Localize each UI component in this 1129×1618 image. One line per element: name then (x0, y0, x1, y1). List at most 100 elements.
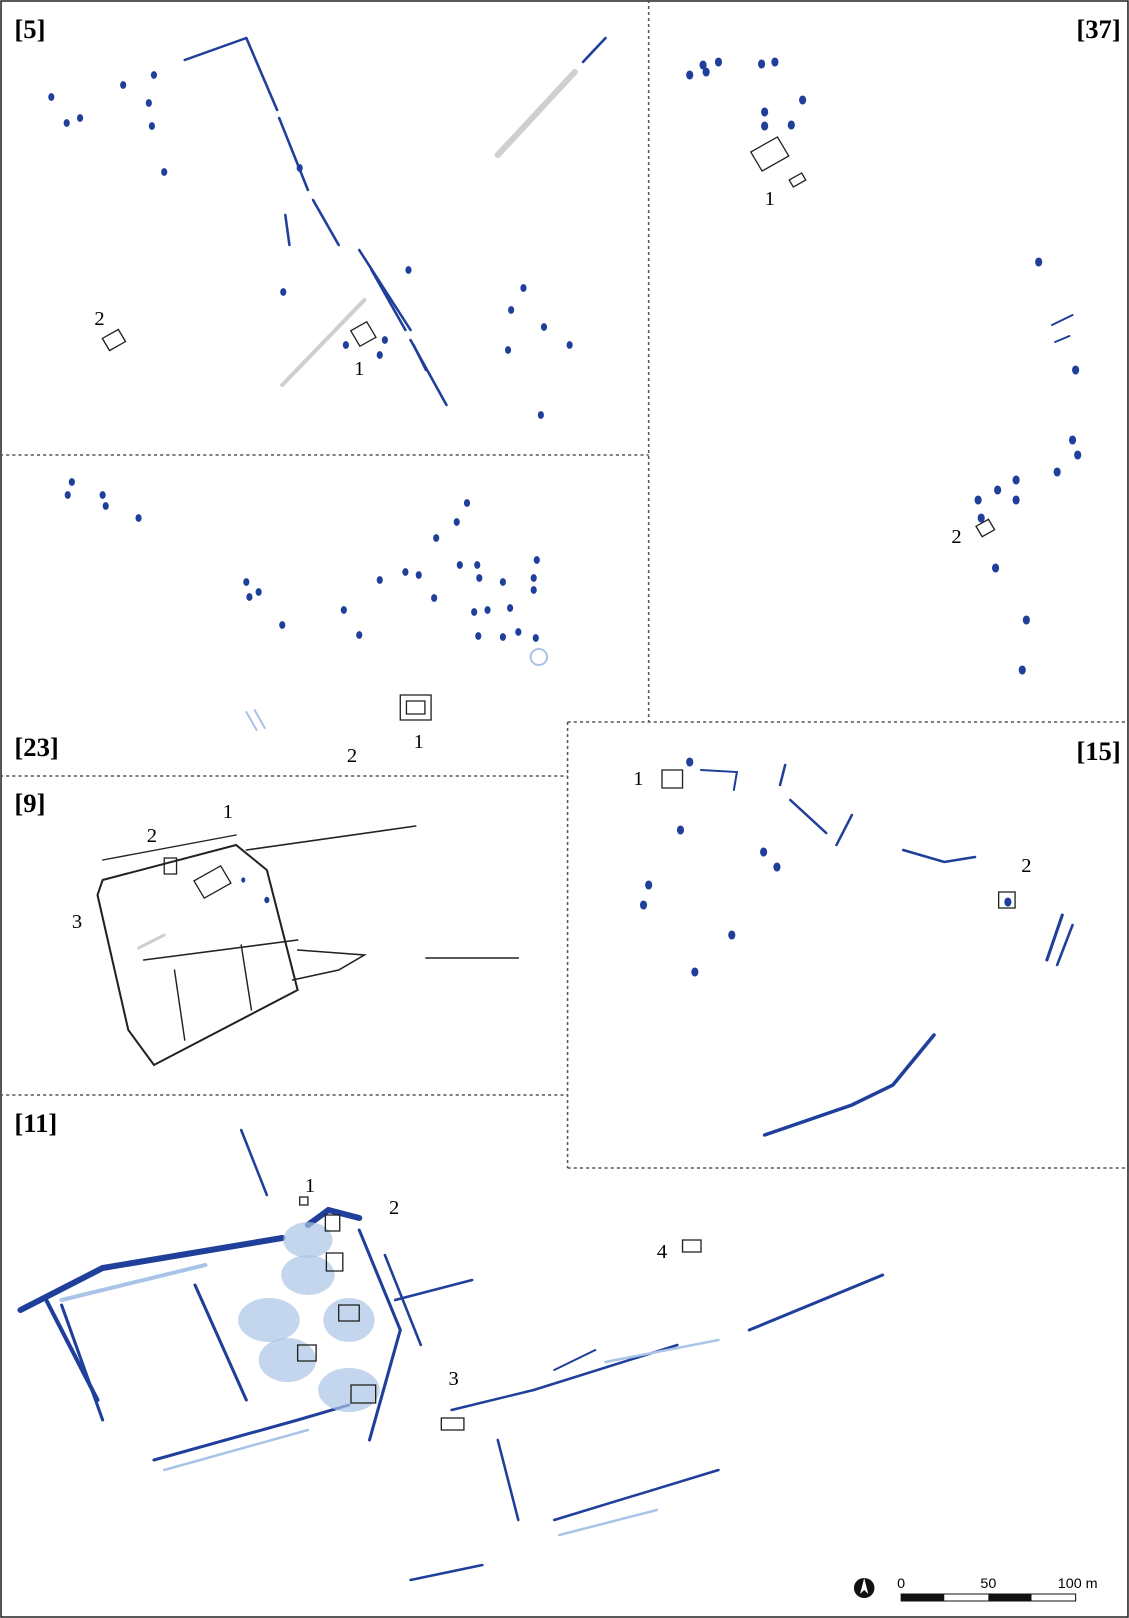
ditch (279, 118, 308, 190)
pit (100, 491, 106, 499)
ditch (606, 1340, 719, 1362)
boundary (246, 826, 415, 850)
pit (356, 631, 362, 639)
scale-bar: 0 50 100 m (854, 1576, 1098, 1601)
svg-text:1: 1 (354, 358, 364, 380)
pit (149, 122, 155, 130)
pit (264, 897, 269, 904)
svg-text:2: 2 (1021, 855, 1031, 877)
ditch (246, 712, 256, 730)
ditch (701, 770, 737, 790)
pit (64, 119, 70, 127)
pit (341, 606, 347, 614)
ditch (255, 710, 265, 728)
pit (433, 534, 439, 542)
ditch (185, 38, 247, 60)
pit (728, 930, 735, 939)
pit (760, 847, 767, 856)
svg-text:1: 1 (414, 731, 424, 753)
pit (992, 563, 999, 572)
ditch (385, 1255, 421, 1345)
ditch (154, 1405, 349, 1460)
pit (1072, 365, 1079, 374)
building (300, 1197, 308, 1205)
svg-text:[15]: [15] (1076, 737, 1120, 766)
svg-text:1: 1 (223, 801, 233, 823)
pit (161, 168, 167, 176)
svg-text:50: 50 (980, 1576, 996, 1592)
pit (484, 606, 490, 614)
ditch (411, 1565, 483, 1580)
pit (994, 485, 1001, 494)
pit (691, 967, 698, 976)
labels: [5] 1 2 [37] 1 2 [23] 1 2 [15] 1 2 [9] 1… (14, 15, 1120, 1390)
pit (1023, 615, 1030, 624)
svg-text:[11]: [11] (14, 1109, 57, 1138)
pit (567, 341, 573, 349)
pit (640, 900, 647, 909)
pit (773, 862, 780, 871)
pit (69, 478, 75, 486)
track (282, 300, 364, 385)
wall (174, 970, 184, 1040)
ditch (241, 1130, 267, 1195)
ditch (903, 850, 975, 862)
pit (377, 576, 383, 584)
ditch (765, 1035, 934, 1135)
pit (146, 99, 152, 107)
panel-borders (0, 0, 1129, 1168)
svg-text:[5]: [5] (14, 15, 45, 44)
pit (538, 411, 544, 419)
ditch (790, 800, 826, 833)
building (194, 866, 231, 898)
ditch (414, 345, 426, 370)
pit (975, 495, 982, 504)
pit (1054, 467, 1061, 476)
map-sheet: [5] 1 2 [37] 1 2 [23] 1 2 [15] 1 2 [9] 1… (0, 0, 1129, 1618)
svg-text:[23]: [23] (14, 733, 58, 762)
pit (500, 578, 506, 586)
pit (534, 556, 540, 564)
ditch (780, 765, 785, 785)
pit (382, 336, 388, 344)
svg-text:1: 1 (765, 188, 775, 210)
pit (515, 628, 521, 636)
pit (799, 95, 806, 104)
ditch (359, 250, 410, 330)
svg-text:3: 3 (449, 1368, 459, 1390)
archaeological-features (21, 38, 1082, 1580)
pit (65, 491, 71, 499)
pit (978, 513, 985, 522)
pit (686, 70, 693, 79)
pit (507, 604, 513, 612)
svg-text:2: 2 (951, 526, 961, 548)
svg-text:1: 1 (633, 768, 643, 790)
outer-frame (1, 1, 1128, 1617)
page: [5] 1 2 [37] 1 2 [23] 1 2 [15] 1 2 [9] 1… (0, 0, 1129, 1618)
pit (1074, 450, 1081, 459)
building (102, 329, 125, 350)
svg-text:[37]: [37] (1076, 15, 1120, 44)
pit (475, 632, 481, 640)
pit (533, 634, 539, 642)
pit (686, 757, 693, 766)
pit (377, 351, 383, 359)
pit (541, 323, 547, 331)
building (400, 695, 431, 720)
spread (318, 1368, 380, 1412)
pit (297, 164, 303, 172)
pit (151, 71, 157, 79)
ditch (452, 1390, 534, 1410)
pit (243, 578, 249, 586)
pit (761, 107, 768, 116)
pit (1035, 257, 1042, 266)
building (406, 701, 424, 714)
ring-ditch (531, 649, 547, 665)
pit (135, 514, 141, 522)
ditch (1052, 315, 1073, 325)
pit (677, 825, 684, 834)
pit (788, 120, 795, 129)
ditch (554, 1350, 595, 1370)
building (325, 1215, 339, 1231)
track (498, 72, 575, 155)
